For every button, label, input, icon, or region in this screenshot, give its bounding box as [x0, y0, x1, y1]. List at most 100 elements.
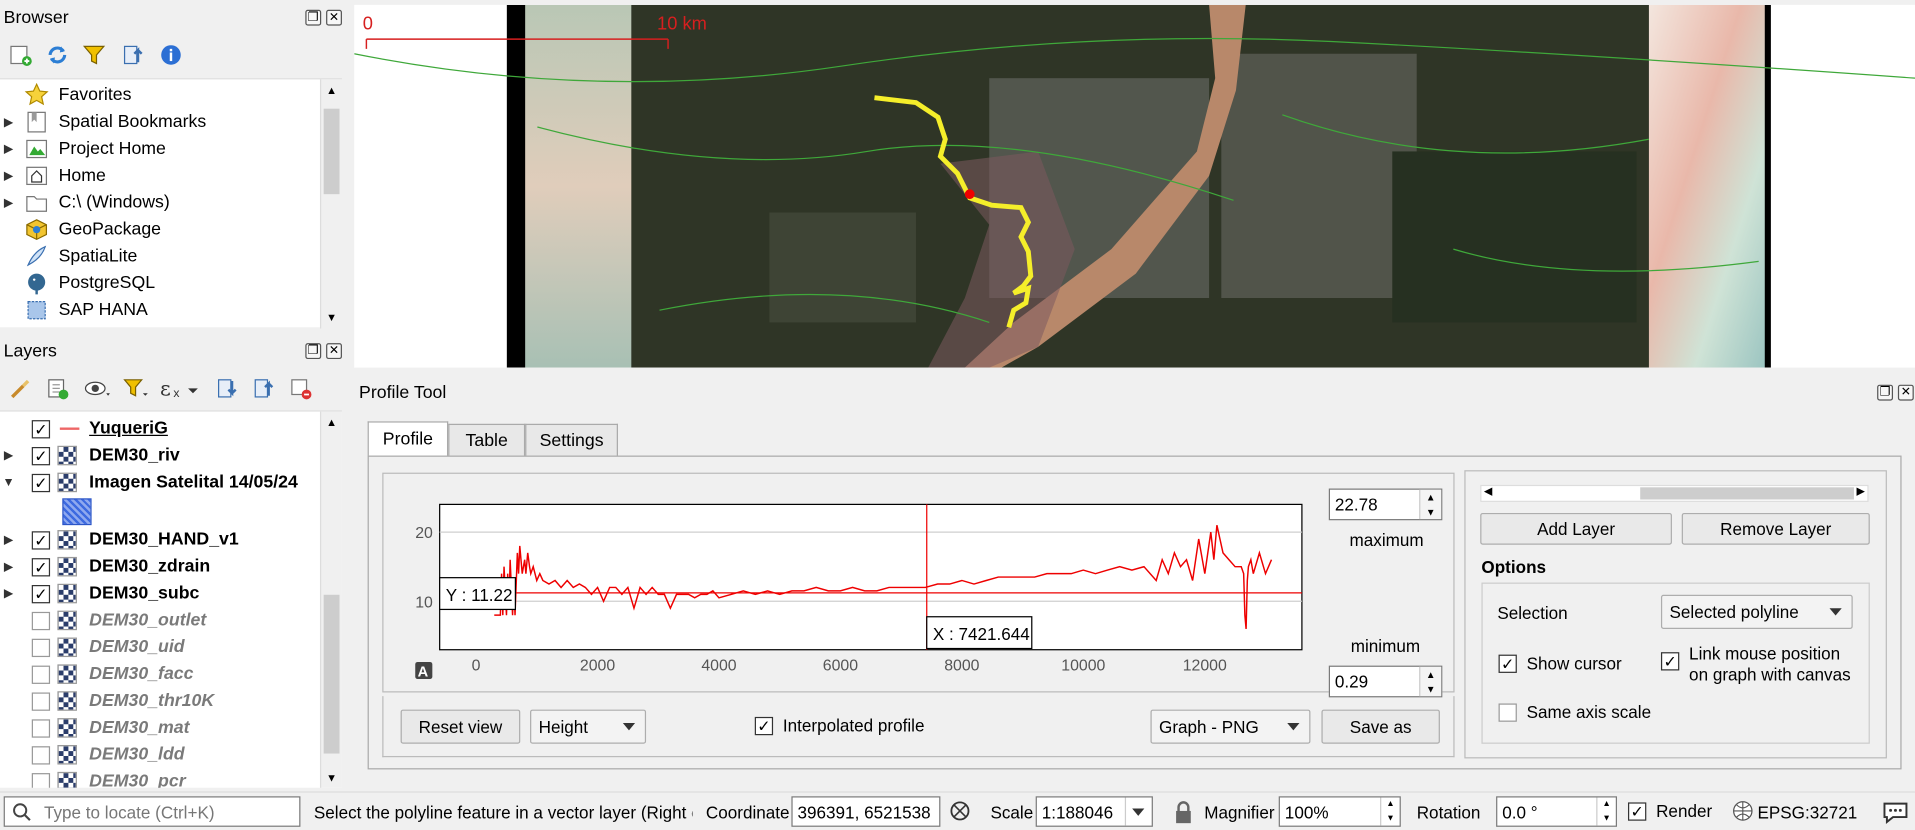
checkbox-box[interactable]: ✓: [1660, 652, 1680, 671]
expand-arrow-icon[interactable]: ▶: [3, 448, 14, 463]
expand-arrow-icon[interactable]: ▶: [3, 196, 14, 210]
layers-scrollbar[interactable]: ▲ ▼: [319, 411, 342, 788]
profile-layers-table-scrollbar[interactable]: ◀ ▶: [1480, 484, 1869, 502]
browser-item-spatialite[interactable]: SpatiaLite: [0, 243, 137, 270]
expand-arrow-icon[interactable]: ▶: [3, 115, 14, 129]
tab-profile[interactable]: Profile: [367, 421, 449, 457]
browser-item-project-home[interactable]: ▶ Project Home: [0, 136, 166, 163]
float-panel-button[interactable]: ❐: [305, 343, 322, 360]
show-cursor-checkbox[interactable]: ✓ Show cursor: [1498, 653, 1622, 673]
coordinate-field[interactable]: 396391, 6521538: [791, 796, 941, 827]
scroll-right-icon[interactable]: ▶: [1856, 484, 1865, 498]
scroll-thumb[interactable]: [323, 108, 340, 195]
profile-chart[interactable]: 20 10 0 2000 4000 6000 8000 10000 12000 Y : 11.2…: [382, 473, 1454, 693]
expand-all-icon[interactable]: [215, 376, 239, 400]
interpolated-profile-checkbox[interactable]: ✓ Interpolated profile: [754, 716, 924, 736]
browser-item-spatial-bookmarks[interactable]: ▶ Spatial Bookmarks: [0, 109, 206, 136]
link-mouse-checkbox[interactable]: ✓ Link mouse position on graph with canv…: [1660, 644, 1863, 686]
style-manager-icon[interactable]: [7, 376, 31, 400]
expand-arrow-icon[interactable]: ▶: [3, 586, 14, 601]
layer-visibility-checkbox[interactable]: [31, 611, 51, 630]
tab-settings[interactable]: Settings: [525, 423, 618, 456]
layer-visibility-checkbox[interactable]: ✓: [31, 584, 51, 603]
layer-visibility-checkbox[interactable]: [31, 745, 51, 764]
toggle-extents-icon[interactable]: [948, 799, 972, 830]
scroll-up-icon[interactable]: ▲: [326, 84, 337, 97]
collapse-arrow-icon[interactable]: ▼: [2, 475, 15, 490]
locator-search-input[interactable]: Type to locate (Ctrl+K): [3, 796, 301, 827]
layer-item-dem30-mat[interactable]: DEM30_mat: [0, 714, 190, 741]
browser-item-sap-hana[interactable]: SAP HANA: [0, 297, 148, 324]
map-canvas[interactable]: 0 10 km: [354, 4, 1915, 368]
save-as-button[interactable]: Save as: [1321, 709, 1440, 744]
scale-dropdown[interactable]: [1124, 797, 1152, 826]
filter-legend-icon[interactable]: [122, 376, 148, 400]
render-checkbox[interactable]: ✓ Render: [1627, 801, 1712, 821]
browser-scrollbar[interactable]: ▲ ▼: [319, 79, 342, 329]
layer-item-yuquerig[interactable]: ✓ YuqueriG: [0, 415, 168, 442]
layer-visibility-checkbox[interactable]: [31, 638, 51, 657]
scroll-thumb[interactable]: [1640, 487, 1854, 500]
layer-item-dem30-riv[interactable]: ▶ ✓ DEM30_riv: [0, 442, 180, 469]
reset-view-button[interactable]: Reset view: [400, 709, 521, 744]
layer-item-dem30-zdrain[interactable]: ▶ ✓ DEM30_zdrain: [0, 553, 210, 580]
scale-combo[interactable]: 1:188046: [1035, 796, 1153, 827]
same-axis-scale-checkbox[interactable]: Same axis scale: [1498, 702, 1651, 722]
layer-visibility-checkbox[interactable]: ✓: [31, 473, 51, 492]
scroll-down-icon[interactable]: ▼: [326, 311, 337, 324]
minimum-spinbox[interactable]: 0.29 ▲ ▼: [1328, 665, 1443, 698]
spin-arrows-icon[interactable]: ▲ ▼: [1419, 666, 1442, 697]
messages-icon[interactable]: [1882, 800, 1909, 830]
scroll-up-icon[interactable]: ▲: [326, 416, 337, 429]
layer-symbol-swatch[interactable]: [62, 498, 92, 526]
close-panel-button[interactable]: ✕: [1897, 384, 1914, 401]
checkbox-box[interactable]: [1498, 703, 1517, 722]
layer-visibility-checkbox[interactable]: [31, 718, 51, 738]
collapse-all-icon[interactable]: [121, 43, 145, 67]
browser-item-favorites[interactable]: Favorites: [0, 82, 131, 109]
tab-table[interactable]: Table: [448, 423, 526, 456]
add-layer-button[interactable]: Add Layer: [1480, 512, 1672, 545]
scroll-down-icon[interactable]: ▼: [326, 771, 337, 785]
layer-item-dem30-thr10k[interactable]: DEM30_thr10K: [0, 688, 214, 715]
browser-item-postgresql[interactable]: PostgreSQL: [0, 270, 155, 297]
expand-arrow-icon[interactable]: ▶: [3, 142, 14, 156]
checkbox-box[interactable]: ✓: [754, 716, 774, 736]
collapse-all-layers-icon[interactable]: [252, 376, 276, 400]
remove-layer-button[interactable]: Remove Layer: [1681, 512, 1870, 545]
layer-item-dem30-outlet[interactable]: DEM30_outlet: [0, 607, 206, 634]
layer-item-dem30-subc[interactable]: ▶ ✓ DEM30_subc: [0, 580, 199, 607]
layer-visibility-checkbox[interactable]: ✓: [31, 530, 51, 549]
magnifier-spinbox[interactable]: 100% ▲ ▼: [1278, 796, 1401, 827]
close-panel-button[interactable]: ✕: [326, 9, 342, 26]
lock-scale-icon[interactable]: [1172, 800, 1194, 830]
spin-arrows-icon[interactable]: ▲ ▼: [1596, 797, 1616, 826]
layer-visibility-checkbox[interactable]: [31, 691, 51, 711]
layer-visibility-checkbox[interactable]: ✓: [31, 446, 51, 465]
info-icon[interactable]: [159, 43, 183, 67]
layer-item-dem30-hand[interactable]: ▶ ✓ DEM30_HAND_v1: [0, 526, 239, 553]
add-group-icon[interactable]: [45, 376, 69, 400]
layer-visibility-checkbox[interactable]: ✓: [31, 419, 51, 438]
spin-arrows-icon[interactable]: ▲ ▼: [1380, 797, 1400, 826]
checkbox-box[interactable]: ✓: [1498, 654, 1517, 673]
spin-arrows-icon[interactable]: ▲ ▼: [1419, 489, 1442, 520]
expand-arrow-icon[interactable]: ▶: [3, 533, 14, 547]
layer-visibility-checkbox[interactable]: [31, 664, 51, 684]
layer-visibility-checkbox[interactable]: [31, 772, 51, 788]
layer-visibility-checkbox[interactable]: ✓: [31, 557, 51, 576]
maximum-spinbox[interactable]: 22.78 ▲ ▼: [1328, 488, 1443, 521]
layer-item-dem30-ldd[interactable]: DEM30_ldd: [0, 741, 185, 768]
layer-item-dem30-pcr[interactable]: DEM30_pcr: [0, 768, 186, 788]
crs-label[interactable]: EPSG:32721: [1757, 802, 1858, 822]
layer-item-dem30-facc[interactable]: DEM30_facc: [0, 661, 193, 688]
filter-icon[interactable]: [82, 43, 106, 67]
add-selected-layers-icon[interactable]: [9, 43, 33, 67]
close-panel-button[interactable]: ✕: [326, 343, 342, 360]
remove-layer-icon[interactable]: [288, 376, 312, 400]
float-panel-button[interactable]: ❐: [1877, 384, 1894, 401]
float-panel-button[interactable]: ❐: [305, 9, 322, 26]
scroll-thumb[interactable]: [323, 594, 340, 754]
browser-item-geopackage[interactable]: GeoPackage: [0, 216, 161, 243]
